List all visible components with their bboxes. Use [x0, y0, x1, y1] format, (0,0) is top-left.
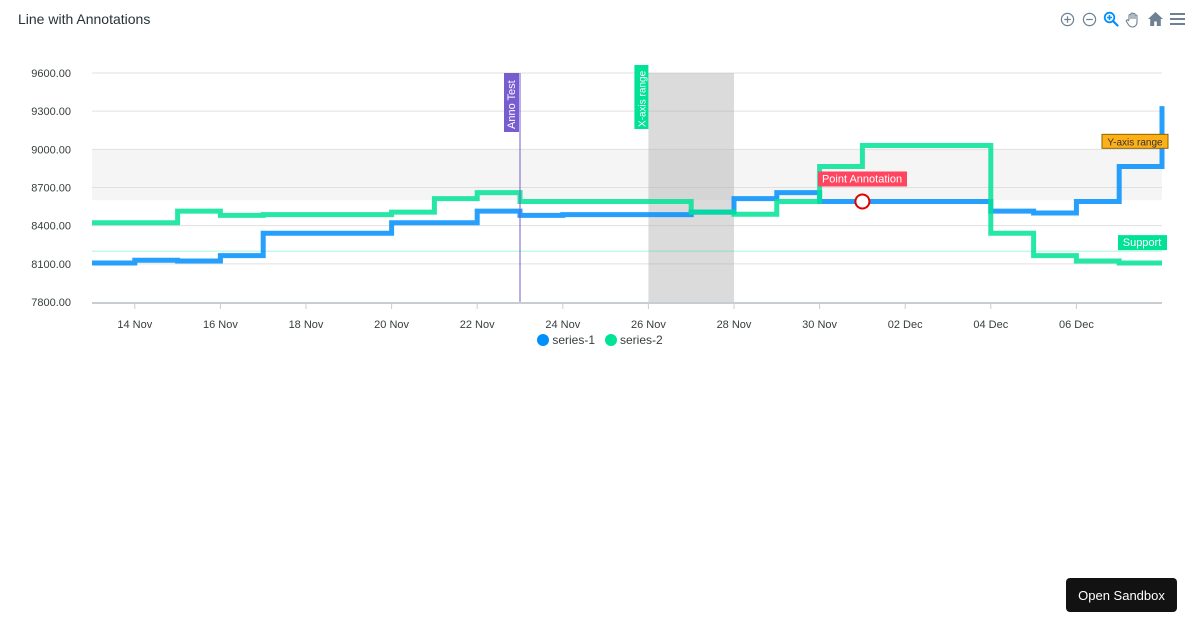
- chart-title: Line with Annotations: [18, 11, 151, 27]
- svg-text:Support: Support: [1123, 237, 1162, 249]
- svg-text:9300.00: 9300.00: [31, 106, 71, 118]
- zoom-in-icon[interactable]: [1058, 9, 1076, 29]
- y-axis-labels: 9600.00 9300.00 9000.00 8700.00 8400.00 8100.…: [31, 68, 71, 309]
- svg-text:16 Nov: 16 Nov: [203, 319, 238, 330]
- svg-text:8700.00: 8700.00: [31, 183, 71, 195]
- series-1-marker-icon: [537, 334, 550, 346]
- svg-text:20 Nov: 20 Nov: [374, 319, 409, 330]
- open-sandbox-button[interactable]: Open Sandbox: [1066, 578, 1177, 612]
- svg-text:Y-axis range: Y-axis range: [1107, 137, 1163, 148]
- svg-text:22 Nov: 22 Nov: [460, 319, 495, 330]
- series-lines: [92, 106, 1165, 266]
- svg-text:06 Dec: 06 Dec: [1059, 319, 1094, 330]
- svg-text:8100.00: 8100.00: [31, 259, 71, 271]
- x-axis: 14 Nov 16 Nov 18 Nov 20 Nov 22 Nov 24 Nov 26 N…: [92, 302, 1162, 330]
- x-axis-range-band: [648, 73, 734, 302]
- svg-text:Anno Test: Anno Test: [506, 80, 518, 129]
- grid-lines: [92, 72, 1162, 265]
- svg-text:28 Nov: 28 Nov: [717, 319, 752, 330]
- selection-zoom-icon[interactable]: [1102, 9, 1120, 29]
- svg-text:14 Nov: 14 Nov: [117, 319, 152, 330]
- svg-text:8400.00: 8400.00: [31, 221, 71, 233]
- y-axis-range-band: [92, 149, 1162, 201]
- chart-toolbar: [1058, 9, 1186, 29]
- svg-text:Point Annotation: Point Annotation: [822, 173, 902, 185]
- svg-text:X-axis range: X-axis range: [637, 70, 648, 127]
- svg-text:02 Dec: 02 Dec: [888, 319, 923, 330]
- svg-text:18 Nov: 18 Nov: [289, 319, 324, 330]
- legend-item-series-1[interactable]: series-1: [537, 333, 595, 347]
- legend-label: series-1: [552, 333, 595, 347]
- line-chart: 9600.00 9300.00 9000.00 8700.00 8400.00 8100.…: [31, 65, 1169, 330]
- svg-text:24 Nov: 24 Nov: [545, 319, 580, 330]
- chart-legend: series-1 series-2: [0, 333, 1200, 347]
- svg-text:7800.00: 7800.00: [31, 297, 71, 309]
- series-2-marker-icon: [605, 334, 617, 346]
- annotations: Anno Test X-axis range Y-axis range Support…: [504, 65, 1169, 302]
- svg-text:26 Nov: 26 Nov: [631, 319, 666, 330]
- home-reset-icon[interactable]: [1146, 9, 1164, 29]
- svg-text:9000.00: 9000.00: [31, 144, 71, 156]
- legend-item-series-2[interactable]: series-2: [605, 333, 663, 347]
- svg-text:30 Nov: 30 Nov: [802, 319, 837, 330]
- svg-text:04 Dec: 04 Dec: [973, 319, 1008, 330]
- svg-text:9600.00: 9600.00: [31, 68, 71, 80]
- menu-icon[interactable]: [1168, 9, 1186, 29]
- legend-label: series-2: [620, 333, 663, 347]
- pan-hand-icon[interactable]: [1124, 9, 1142, 29]
- zoom-out-icon[interactable]: [1080, 9, 1098, 29]
